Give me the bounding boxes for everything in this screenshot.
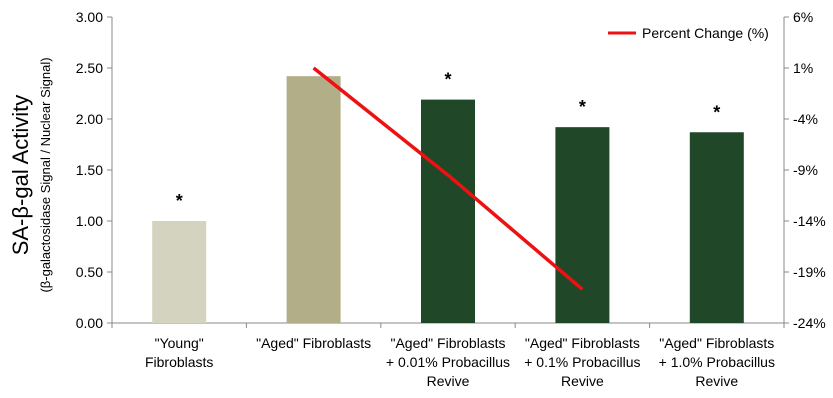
category-label: + 0.01% Probacillus	[386, 354, 510, 370]
y-tick-label: 2.00	[76, 111, 103, 127]
percent-change-polyline	[312, 66, 584, 291]
category-label: "Aged" Fibroblasts	[659, 335, 774, 351]
y-tick-label: 3.00	[76, 9, 103, 25]
y2-tick-label: -19%	[793, 264, 826, 280]
y2-tick-label: -24%	[793, 315, 826, 331]
x-axis-category-labels: "Young" Fibroblasts "Aged" Fibroblasts "Age…	[145, 335, 775, 389]
y-tick-label: 0.50	[76, 264, 103, 280]
y2-axis-tick-labels: -24% -19% -14% -9% -4% 1% 6%	[793, 9, 826, 331]
bars	[152, 76, 744, 324]
bar	[555, 127, 610, 323]
category-label: Revive	[561, 373, 604, 389]
category-label: + 1.0% Probacillus	[659, 354, 775, 370]
y-axis-subtitle: (β-galactosidase Signal / Nuclear Signal…	[38, 57, 53, 292]
y2-tick-label: -4%	[793, 111, 818, 127]
y-axis-tick-labels: 0.00 0.50 1.00 1.50 2.00 2.50 3.00	[76, 9, 103, 331]
y-tick-label: 1.50	[76, 162, 103, 178]
bar	[421, 99, 475, 324]
bar	[689, 132, 744, 323]
significance-star: *	[444, 70, 451, 90]
y-tick-label: 0.00	[76, 315, 103, 331]
category-label: Revive	[427, 373, 470, 389]
bar	[152, 221, 207, 323]
y-tick-label: 2.50	[76, 60, 103, 76]
y2-tick-label: -9%	[793, 162, 818, 178]
y2-tick-label: 6%	[793, 9, 813, 25]
y2-tick-label: 1%	[793, 60, 813, 76]
category-label: Fibroblasts	[145, 354, 213, 370]
category-label: "Young"	[155, 335, 204, 351]
significance-star: *	[176, 191, 183, 211]
legend-label: Percent Change (%)	[642, 25, 769, 41]
y2-tick-label: -14%	[793, 213, 826, 229]
bar	[286, 76, 341, 323]
category-label: + 0.1% Probacillus	[524, 354, 640, 370]
category-label: Revive	[695, 373, 738, 389]
category-label: "Aged" Fibroblasts	[525, 335, 640, 351]
category-label: "Aged" Fibroblasts	[391, 335, 506, 351]
y-axis-title: SA-β-gal Activity	[8, 95, 33, 256]
percent-change-line	[312, 66, 584, 291]
significance-star: *	[713, 102, 720, 122]
y-tick-label: 1.00	[76, 213, 103, 229]
category-label: "Aged" Fibroblasts	[256, 335, 371, 351]
significance-star: *	[579, 97, 586, 117]
legend: Percent Change (%)	[608, 25, 769, 41]
significance-markers: * * * *	[176, 70, 721, 211]
